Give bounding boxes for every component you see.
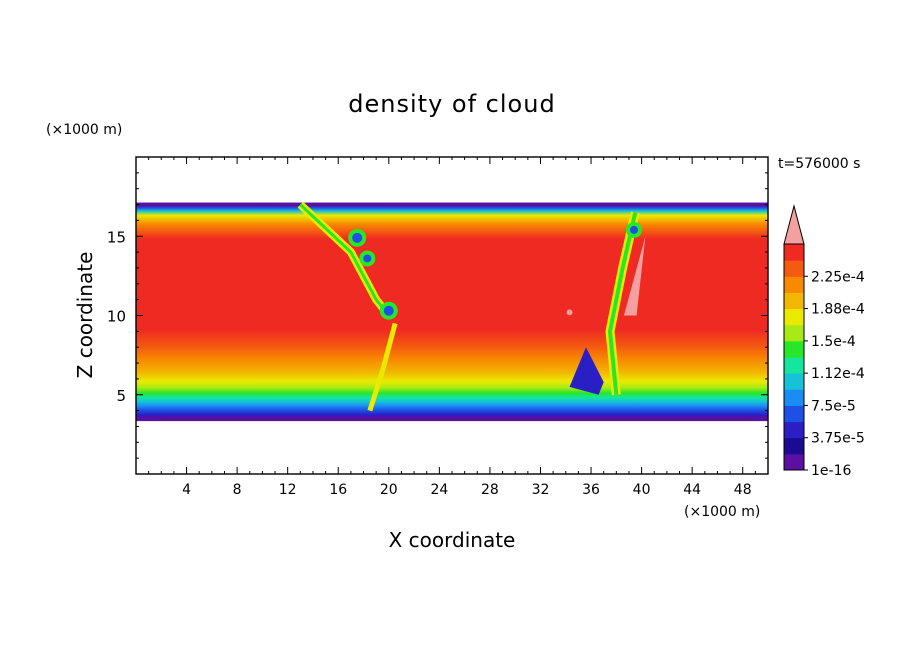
x-unit-label: (×1000 m) (684, 504, 760, 520)
colorbar-swatch (784, 276, 804, 293)
eddy-low-left-core (383, 305, 394, 316)
chart-title: density of cloud (348, 90, 555, 118)
x-tick-label: 12 (279, 482, 297, 498)
colorbar-frame (783, 243, 805, 471)
front-left-lower (367, 322, 398, 412)
cloud-base-edge (136, 417, 768, 422)
colorbar-label: 7.5e-5 (811, 398, 856, 414)
x-tick-label: 8 (233, 482, 242, 498)
x-tick-label: 48 (734, 482, 752, 498)
front-right-inner (608, 212, 638, 395)
peak-streak (623, 236, 646, 316)
y-axis: 5 10 15 (107, 172, 768, 459)
colorbar-label: 1e-16 (811, 463, 851, 479)
y-tick-label: 10 (107, 308, 126, 326)
blue-pocket (569, 347, 604, 395)
time-label: t=576000 s (778, 156, 860, 172)
x-tick-label: 24 (430, 482, 448, 498)
eddy-mid-left-core (363, 254, 372, 263)
x-tick-label: 4 (182, 482, 191, 498)
colorbar-swatch (784, 308, 804, 326)
colorbar-swatch (784, 373, 804, 390)
x-tick-label: 20 (380, 482, 398, 498)
colorbar: 1e-16 3.75e-5 7.5e-5 1.12e-4 1.5e-4 1.88e-4 2.… (783, 204, 865, 479)
x-tick-label: 44 (683, 482, 701, 498)
x-tick-label: 28 (481, 482, 499, 498)
density-field (136, 201, 768, 422)
cloud-layer (136, 204, 768, 421)
colorbar-swatch (784, 357, 804, 374)
colorbar-swatch (784, 340, 804, 358)
colorbar-swatch (784, 421, 804, 439)
y-tick-label: 5 (116, 387, 126, 405)
x-axis-label: X coordinate (389, 528, 516, 552)
colorbar-label: 2.25e-4 (811, 269, 865, 285)
colorbar-swatch (784, 324, 804, 342)
colorbar-swatch (784, 244, 804, 261)
colorbar-swatch (784, 292, 804, 310)
x-tick-label: 40 (633, 482, 651, 498)
x-tick-label: 36 (582, 482, 600, 498)
x-tick-label: 16 (329, 482, 347, 498)
colorbar-label: 1.5e-4 (811, 334, 856, 350)
x-axis: 4 8 12 16 20 24 28 32 36 40 44 48 (148, 157, 756, 498)
colorbar-extend-arrow (783, 204, 805, 245)
eddy-top-left-core (352, 232, 363, 243)
peak-spot (566, 309, 573, 316)
colorbar-swatch (784, 437, 804, 455)
colorbar-swatch (784, 405, 804, 423)
colorbar-label: 3.75e-5 (811, 431, 865, 447)
y-unit-label: (×1000 m) (46, 122, 122, 138)
y-axis-label: Z coordinate (73, 252, 97, 379)
x-tick-label: 32 (532, 482, 550, 498)
y-tick-label: 15 (107, 228, 126, 246)
colorbar-swatch (784, 389, 804, 406)
colorbar-label: 1.88e-4 (811, 302, 865, 318)
eddy-top-right-core (630, 225, 639, 234)
colorbar-swatch (784, 453, 804, 471)
colorbar-label: 1.12e-4 (811, 366, 865, 382)
cloud-top-edge (136, 202, 768, 207)
colorbar-swatch (784, 260, 804, 277)
